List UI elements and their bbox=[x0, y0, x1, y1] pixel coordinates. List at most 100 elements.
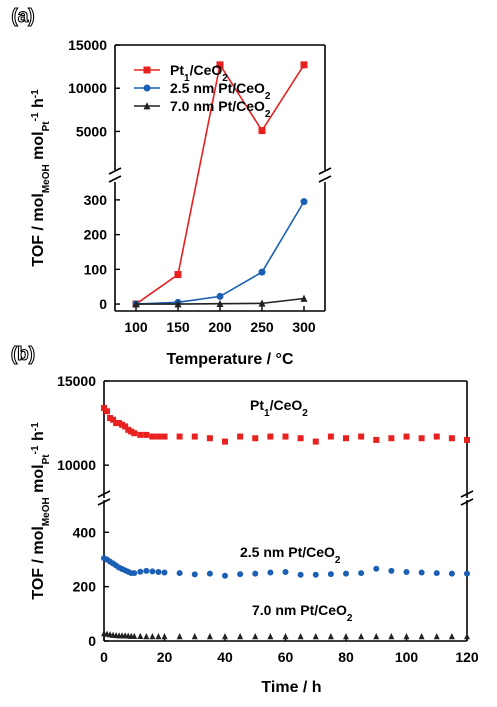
panel-b-data-point bbox=[343, 633, 349, 640]
panel-b-data-point bbox=[403, 433, 410, 440]
panel-b-data-point bbox=[464, 436, 470, 443]
panel-a-data-point bbox=[174, 300, 182, 308]
panel-a-x-tick-label: 250 bbox=[250, 319, 274, 335]
panel-b-x-tick-label: 40 bbox=[217, 649, 233, 665]
panel-b-series-annotation: 2.5 nm Pt/CeO2 bbox=[240, 544, 341, 566]
panel-b-data-point bbox=[155, 433, 162, 440]
panel-b-y-tick-label: 400 bbox=[73, 524, 97, 540]
panel-a-label: (a) bbox=[11, 5, 35, 27]
panel-b-x-tick-label: 80 bbox=[338, 649, 354, 665]
panel-a-data-point bbox=[132, 300, 140, 308]
panel-b-data-point bbox=[448, 435, 455, 442]
panel-b-data-point bbox=[149, 433, 156, 440]
panel-b-data-point bbox=[418, 435, 425, 442]
panel-label-text: (b) bbox=[11, 344, 35, 365]
panel-b-data-point bbox=[373, 565, 380, 572]
panel-b-x-tick-label: 60 bbox=[278, 649, 294, 665]
panel-b-data-point bbox=[176, 570, 183, 577]
panel-a-data-point bbox=[300, 198, 308, 206]
panel-b-data-point bbox=[161, 633, 168, 640]
panel-a-data-point bbox=[216, 61, 224, 69]
panel-b-label: (b) bbox=[10, 343, 35, 365]
panel-a-axes bbox=[108, 44, 332, 312]
panel-a-axis-break-right-2 bbox=[318, 175, 332, 183]
panel-b-data-point bbox=[137, 632, 144, 639]
legend-label: 2.5 nm Pt/CeO2 bbox=[170, 80, 271, 102]
panel-b-data-point bbox=[252, 435, 259, 442]
panel-b-data-point bbox=[282, 433, 289, 440]
panel-b-data-point bbox=[343, 570, 349, 577]
panel-b-data-point bbox=[222, 572, 228, 579]
panel-b-data-point bbox=[403, 633, 410, 640]
panel-b-series-0 bbox=[101, 404, 470, 445]
panel-a-series-2 bbox=[132, 294, 308, 308]
panel-b-y-tick-label: 200 bbox=[73, 579, 97, 595]
panel-b-data-point bbox=[149, 633, 156, 640]
panel-b-data-point bbox=[312, 571, 319, 578]
panel-b-data-point bbox=[122, 423, 129, 430]
panel-b-y-axis-title: TOF / molMeOH molPt-1 h-1 bbox=[30, 422, 52, 600]
panel-a-data-point bbox=[216, 292, 224, 300]
panel-a-data-point bbox=[216, 299, 224, 308]
panel-b-data-point bbox=[149, 568, 156, 575]
panel-b-data-point bbox=[388, 633, 395, 640]
legend-marker bbox=[143, 102, 151, 110]
panel-b-data-point bbox=[131, 430, 138, 437]
panel-b-y-tick-label: 10000 bbox=[57, 457, 96, 473]
panel-b-x-tick-label: 0 bbox=[100, 649, 108, 665]
panel-a-axis-break-right-1 bbox=[318, 167, 332, 175]
panel-b-axis-break-left-1 bbox=[97, 490, 111, 498]
panel-b-data-point bbox=[191, 571, 198, 578]
panel-b-data-point bbox=[267, 569, 274, 576]
panel-a-series-1 bbox=[132, 198, 308, 308]
panel-b-data-point bbox=[282, 568, 289, 575]
panel-b-data-point bbox=[327, 633, 334, 640]
panel-b-x-axis-title: Time / h bbox=[261, 679, 321, 696]
panel-b-data-point bbox=[161, 569, 168, 576]
panel-label-text: (a) bbox=[11, 6, 34, 27]
panel-a-data-point bbox=[174, 271, 182, 279]
panel-b-axis-break-right-2 bbox=[460, 498, 474, 506]
panel-a-axis-break-left-2 bbox=[108, 175, 122, 183]
legend-label: Pt1/CeO2 bbox=[170, 62, 228, 84]
panel-b-data-point bbox=[104, 408, 111, 415]
panel-b-data-point bbox=[358, 433, 365, 440]
panel-b-data-point bbox=[113, 420, 120, 427]
panel-b-data-point bbox=[191, 633, 198, 640]
panel-b-data-point bbox=[312, 438, 319, 445]
panel-b-axis-break-left-2 bbox=[97, 498, 111, 506]
panel-a-y-tick-label: 300 bbox=[84, 192, 108, 208]
panel-b-data-point bbox=[101, 404, 107, 411]
panel-b-y-tick-label: 0 bbox=[88, 633, 96, 649]
panel-b-data-point bbox=[464, 633, 470, 640]
panel-b-series-2 bbox=[101, 630, 470, 640]
panel-a-x-tick-label: 200 bbox=[208, 319, 232, 335]
panel-a-y-tick-label: 100 bbox=[84, 261, 108, 277]
panel-a-axis-break-left-1 bbox=[108, 167, 122, 175]
panel-b-data-point bbox=[110, 416, 117, 423]
panel-b-data-point bbox=[191, 433, 198, 440]
panel-b-data-point bbox=[448, 570, 455, 577]
panel-a-y-tick-label: 200 bbox=[84, 227, 108, 243]
panel-b-data-point bbox=[143, 567, 150, 574]
panel-b-data-point bbox=[128, 428, 135, 435]
panel-b-data-point bbox=[143, 633, 150, 640]
panel-a-x-tick-label: 100 bbox=[124, 319, 148, 335]
panel-b-data-point bbox=[297, 435, 304, 442]
panel-a-y-tick-label: 0 bbox=[99, 296, 107, 312]
panel-a-data-point bbox=[258, 127, 266, 135]
panel-b-data-point bbox=[206, 435, 213, 442]
panel-b-data-point bbox=[297, 633, 304, 640]
panel-b-data-point bbox=[373, 436, 380, 443]
panel-b-data-point bbox=[252, 570, 259, 577]
panel-b-data-point bbox=[237, 571, 244, 578]
panel-b-data-point bbox=[161, 433, 168, 440]
panel-a-data-point bbox=[258, 268, 266, 276]
panel-b-data-point bbox=[137, 431, 144, 438]
panel-b-data-point bbox=[222, 438, 228, 445]
panel-b-data-point bbox=[107, 415, 114, 422]
panel-b-data-point bbox=[176, 433, 183, 440]
panel-a-y-tick-label: 10000 bbox=[68, 80, 107, 96]
